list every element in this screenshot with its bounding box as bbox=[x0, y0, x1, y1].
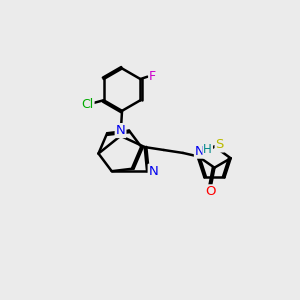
Text: Cl: Cl bbox=[81, 98, 94, 111]
Text: S: S bbox=[215, 139, 224, 152]
Text: N: N bbox=[149, 165, 158, 178]
Text: N: N bbox=[116, 124, 125, 137]
Text: H: H bbox=[203, 143, 212, 157]
Text: F: F bbox=[149, 70, 156, 83]
Text: O: O bbox=[205, 185, 216, 198]
Text: N: N bbox=[195, 145, 205, 158]
